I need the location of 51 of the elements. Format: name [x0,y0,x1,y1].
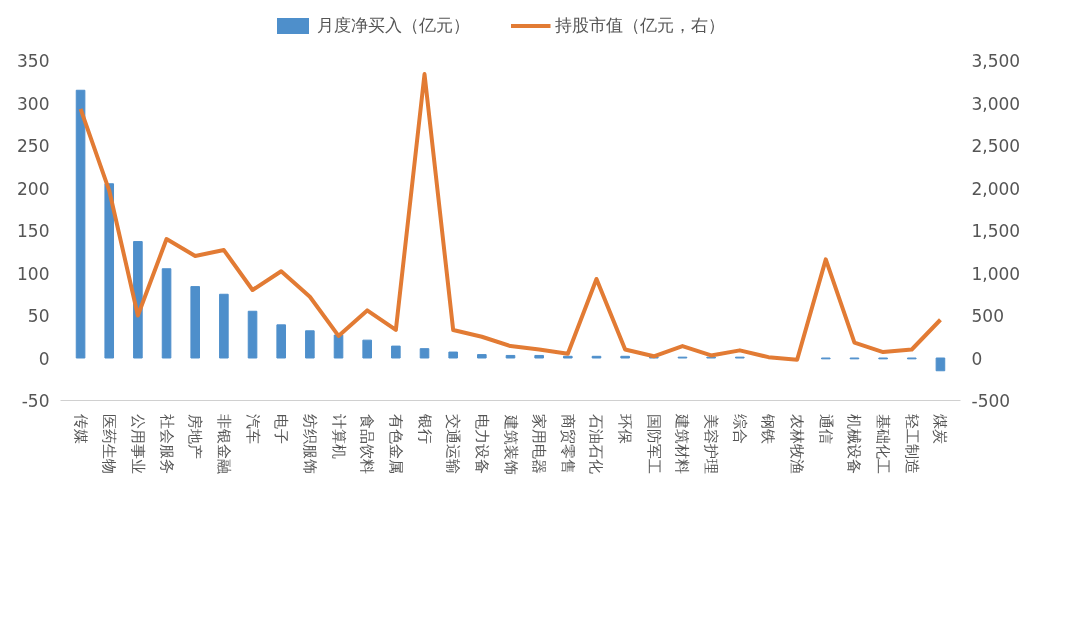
x-tick-label: 电子 [272,414,291,445]
y-tick-label: 0 [38,348,50,369]
y-tick-label: 100 [17,263,50,284]
x-tick-label: 电力设备 [472,414,491,475]
x-tick-label: 食品饮料 [358,414,377,475]
y-tick-label: 50 [27,306,50,326]
x-tick-label: 汽车 [243,414,262,445]
x-tick-label: 社会服务 [157,414,176,475]
x-tick-label: 家用电器 [530,414,549,475]
y2-tick-label: 500 [971,306,1004,326]
x-tick-label: 农林牧渔 [788,414,807,475]
y-tick-label: 250 [17,136,50,156]
x-tick-label: 石油石化 [587,414,606,475]
x-tick-label: 传媒 [71,414,90,445]
x-tick-label: 煤炭 [931,414,950,445]
x-tick-label: 美容护理 [702,414,721,475]
y2-tick-label: 1,500 [971,221,1021,241]
x-tick-label: 房地产 [186,414,205,460]
x-tick-label: 综合 [730,414,749,445]
y2-tick-label: 3,000 [971,93,1021,114]
x-tick-label: 轻工制造 [902,414,921,475]
y-tick-label: 200 [17,178,50,199]
x-tick-label: 基础化工 [874,414,893,475]
x-tick-label: 建筑装饰 [501,413,520,475]
x-tick-label: 交通运输 [444,414,463,475]
x-tick-label: 通信 [816,414,835,445]
x-tick-label: 有色金属 [386,414,405,475]
x-tick-label: 非银金融 [214,414,233,475]
y2-tick-label: 3,500 [971,51,1021,71]
y2-tick-label: 2,500 [971,136,1021,156]
x-tick-label: 国防军工 [644,414,663,475]
y2-tick-label: 1,000 [971,263,1021,284]
y2-tick-label: -500 [971,391,1011,411]
x-tick-label: 商贸零售 [558,414,577,475]
x-tick-label: 公用事业 [128,414,147,475]
y-tick-label: 350 [17,51,50,71]
y-tick-label: 150 [17,221,50,241]
x-tick-label: 纺织服饰 [300,414,319,475]
x-tick-label: 钢铁 [759,413,778,445]
legend-label: 持股市值（亿元，右） [555,13,725,37]
x-tick-label: 建筑材料 [673,413,692,475]
y2-tick-label: 2,000 [971,178,1021,199]
x-tick-label: 银行 [415,413,434,445]
x-tick-label: 医药生物 [100,414,119,475]
x-tick-label: 环保 [616,414,635,445]
x-tick-label: 机械设备 [845,414,864,475]
legend-label: 月度净买入（亿元） [317,13,470,37]
y-tick-label: 300 [17,93,50,114]
y2-tick-label: 0 [971,348,983,369]
y-tick-label: -50 [21,391,50,411]
x-tick-label: 计算机 [329,414,348,460]
